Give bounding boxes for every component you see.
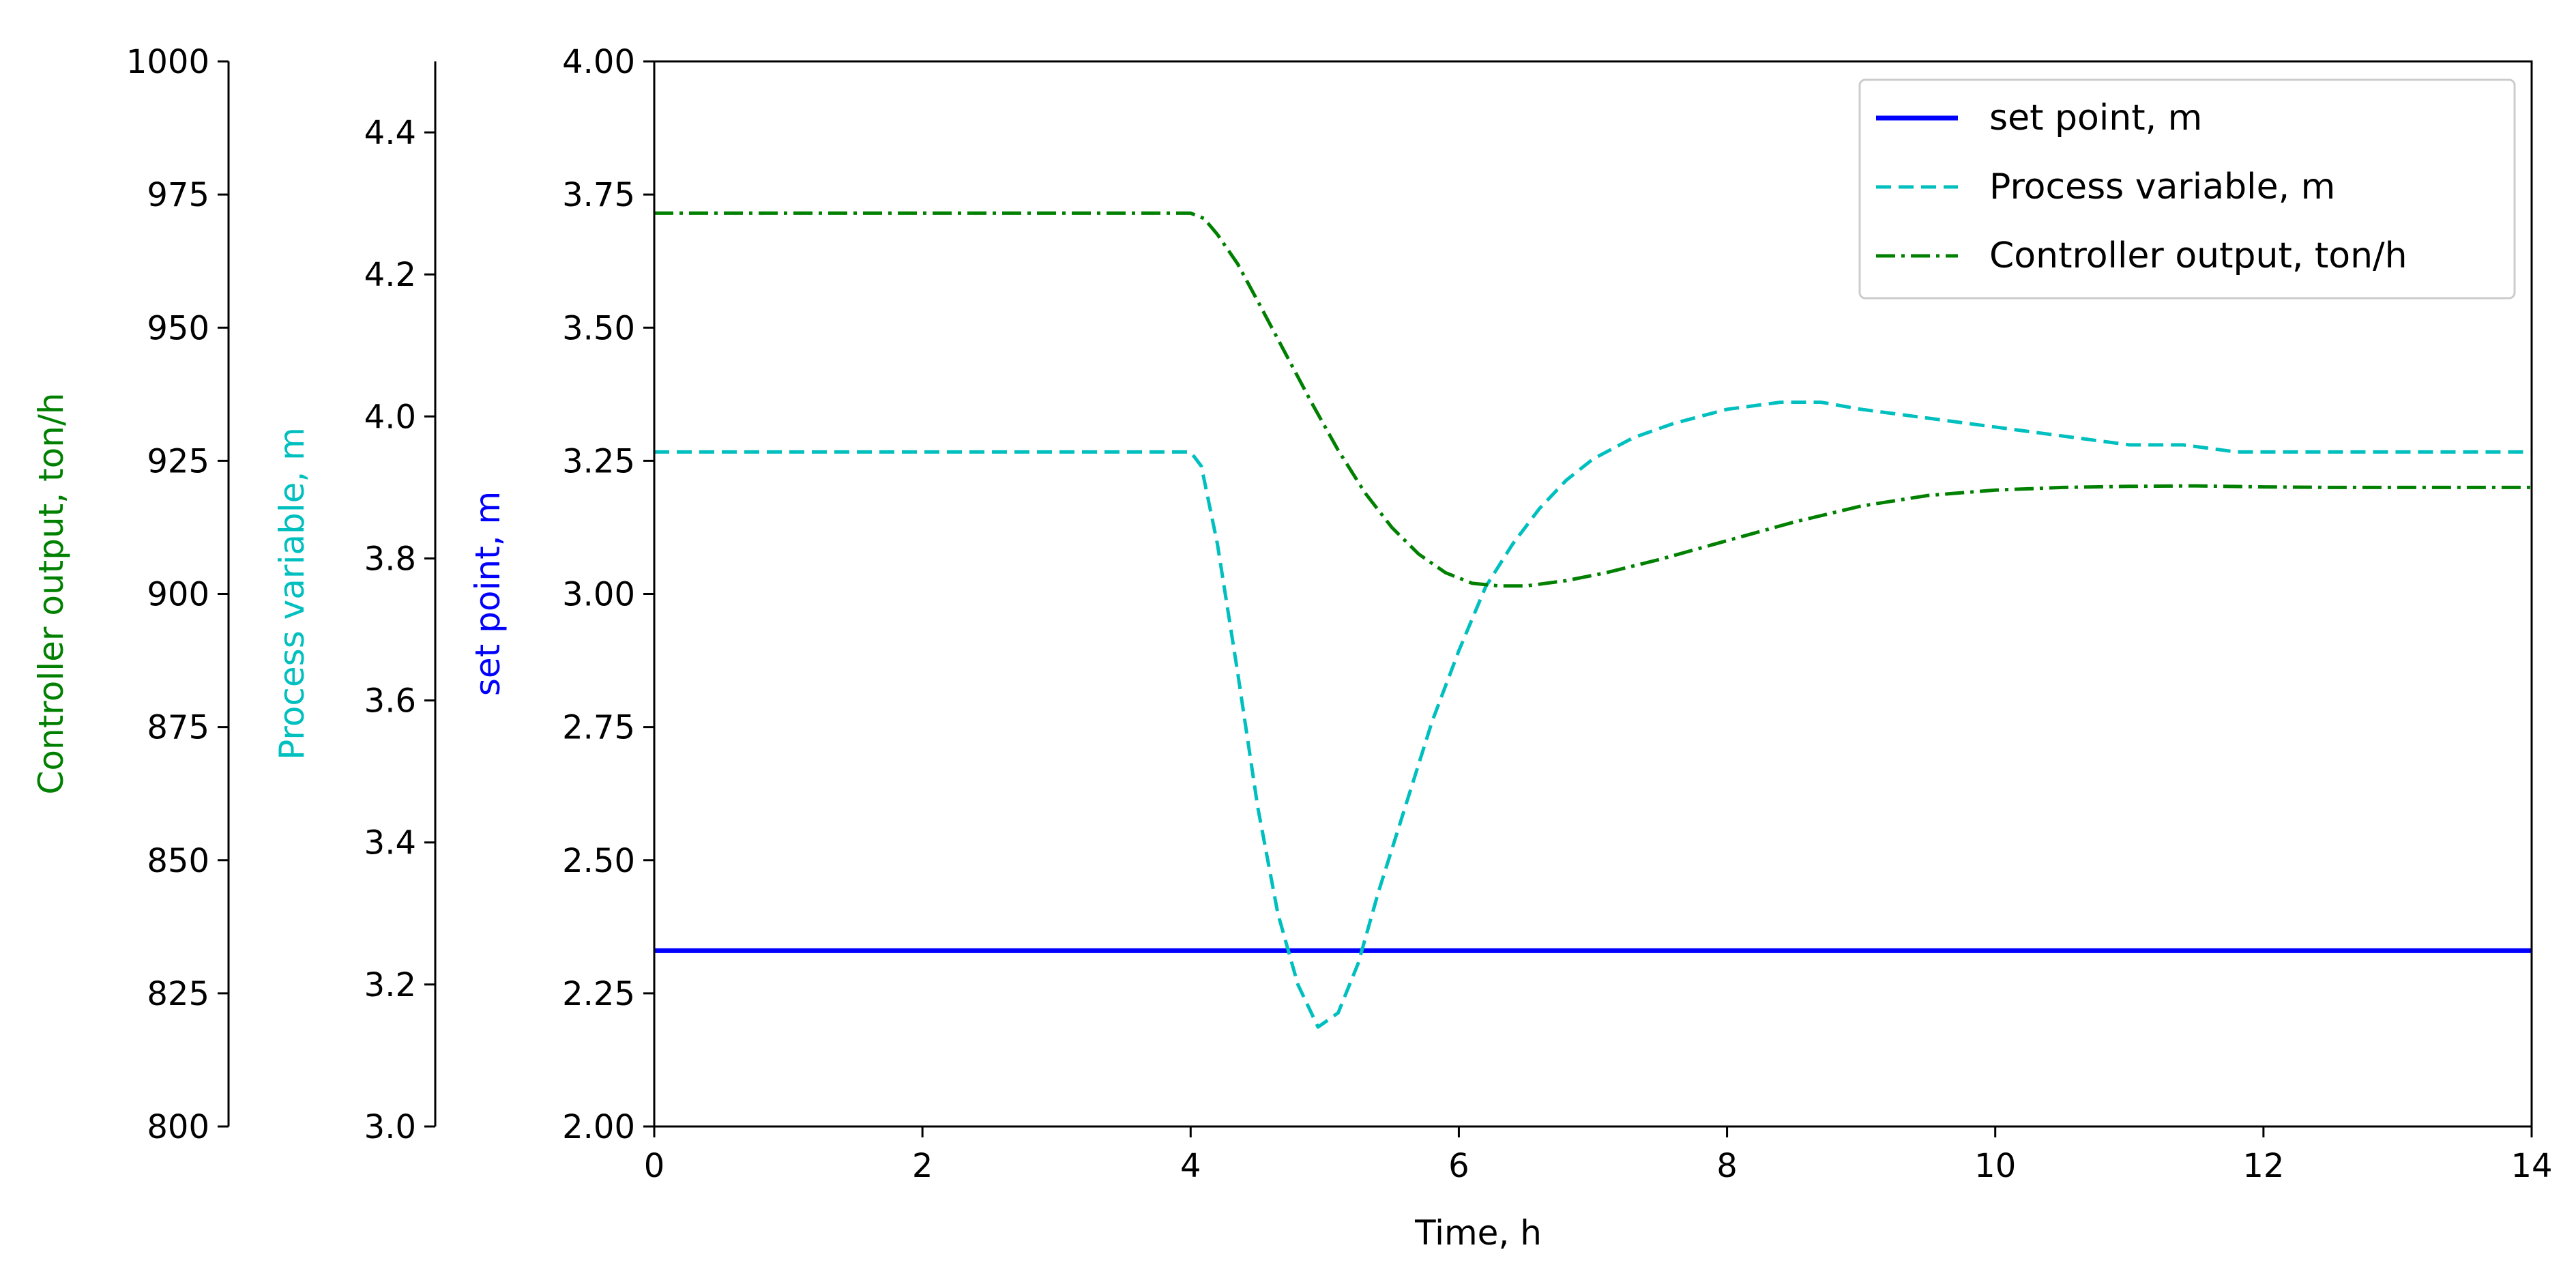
plot-frame [653,60,2533,1128]
process-variable-tick-label: 3.6 [364,682,416,721]
set-point-tick-label: 3.25 [562,442,635,480]
legend-label-controller-output: Controller output, ton/h [1989,235,2407,276]
process-variable-tick-label: 3.0 [364,1108,416,1146]
set-point-axis: 2.00 2.25 2.50 2.75 3.00 3.25 3.50 3.75 4.00 set… [468,43,654,1146]
time-tick-label: 12 [2242,1147,2284,1185]
controller-output-tick-label: 925 [147,442,209,480]
controller-output-tick-label: 900 [147,576,209,614]
controller-output-tick-label: 825 [147,975,209,1013]
controller-output-tick-label: 950 [147,309,209,347]
series-line-controller-output [654,211,2532,588]
legend-box [1858,78,2516,300]
process-variable-axis-title: Process variable, m [272,427,312,760]
legend-label-set-point: set point, m [1989,98,2202,139]
set-point-tick-label: 2.75 [562,709,635,747]
process-variable-tick-label: 3.8 [364,540,416,578]
series-layer [654,211,2532,1029]
controller-output-tick-label: 875 [147,709,209,747]
legend: set point, m Process variable, m Control… [1858,78,2516,300]
set-point-tick-label: 2.50 [562,842,635,880]
controller-output-tick-label: 1000 [126,43,209,81]
set-point-tick-label: 3.00 [562,576,635,614]
time-tick-label: 0 [644,1147,665,1185]
set-point-axis-title: set point, m [468,491,508,696]
controller-output-axis-title: Controller output, ton/h [31,393,71,795]
time-tick-label: 6 [1448,1147,1469,1185]
time-tick-label: 8 [1716,1147,1738,1185]
time-axis: 0 2 4 6 8 10 12 14 Time, h [644,1126,2553,1253]
set-point-tick-label: 2.25 [562,975,635,1013]
controller-output-tick-label: 975 [147,176,209,214]
process-variable-tick-label: 3.4 [364,824,416,862]
process-variable-tick-label: 3.2 [364,966,416,1004]
process-variable-tick-label: 4.4 [364,114,416,152]
set-point-tick-label: 3.75 [562,176,635,214]
time-axis-title: Time, h [1414,1213,1542,1253]
set-point-tick-label: 4.00 [562,43,635,81]
time-tick-label: 2 [912,1147,933,1185]
legend-label-process-variable: Process variable, m [1989,166,2335,207]
controller-output-tick-label: 850 [147,842,209,880]
controller-output-axis: 800 825 850 875 900 925 950 975 1000 Controller … [31,43,230,1146]
set-point-tick-label: 2.00 [562,1108,635,1146]
process-variable-tick-label: 4.0 [364,398,416,436]
time-tick-label: 10 [1974,1147,2016,1185]
process-variable-tick-label: 4.2 [364,256,416,294]
time-tick-label: 14 [2511,1147,2552,1185]
controller-output-tick-label: 800 [147,1108,209,1146]
time-tick-label: 4 [1180,1147,1201,1185]
set-point-tick-label: 3.50 [562,309,635,347]
process-variable-axis: 3.0 3.2 3.4 3.6 3.8 4.0 4.2 4.4 Process variabl… [272,61,437,1146]
series-line-process-variable [654,401,2532,1029]
